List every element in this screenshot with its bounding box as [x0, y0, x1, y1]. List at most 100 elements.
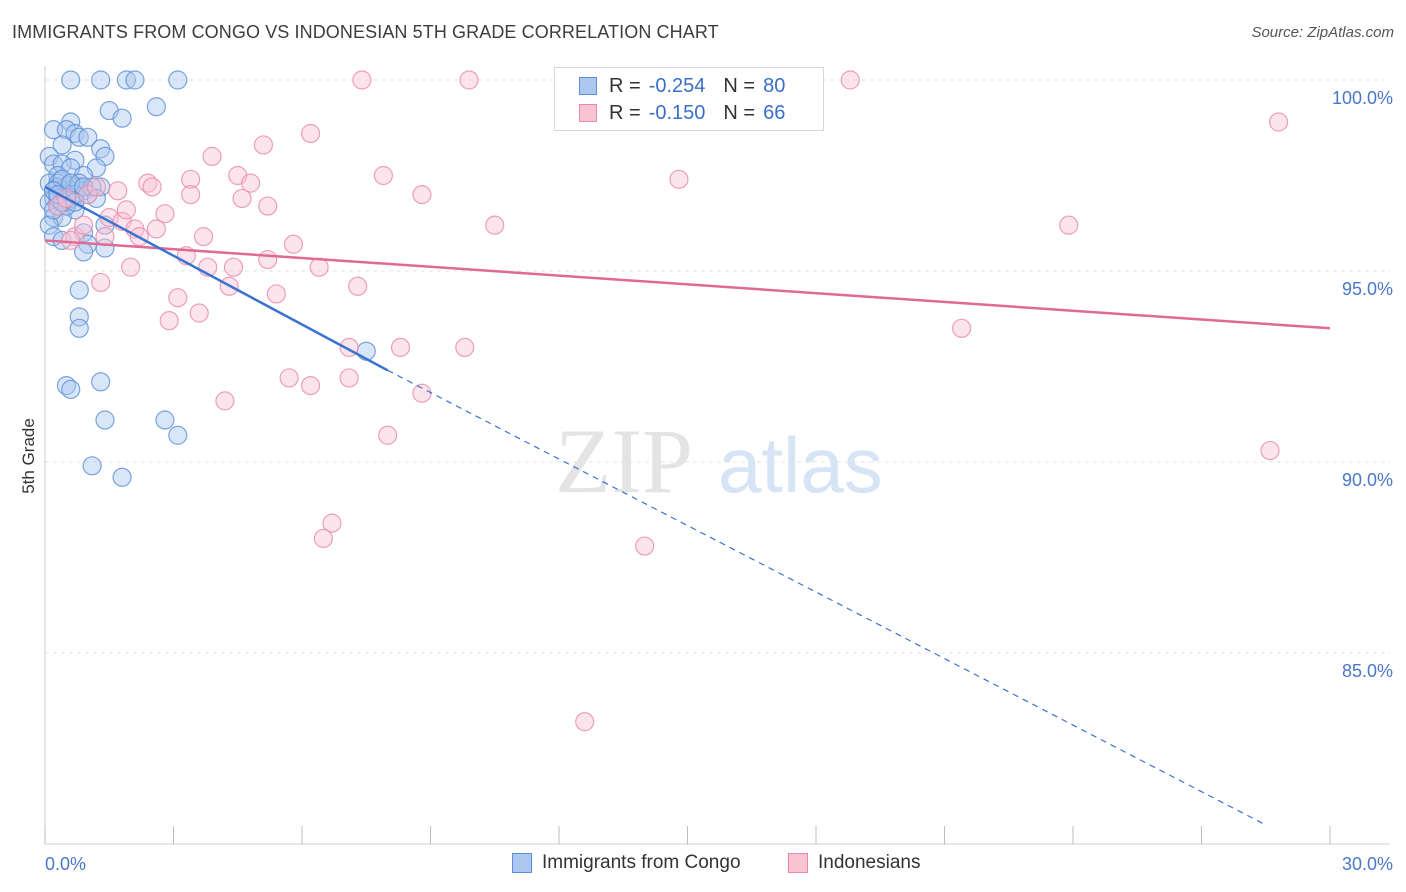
- y-tick-label: 90.0%: [1342, 470, 1393, 490]
- point-indonesians: [159, 311, 179, 331]
- point-indonesians: [215, 391, 235, 411]
- point-indonesians: [313, 528, 334, 549]
- point-indonesians: [283, 234, 304, 254]
- point-congo: [155, 410, 175, 430]
- point-indonesians: [279, 368, 299, 388]
- axes: [44, 66, 1390, 845]
- point-indonesians: [412, 383, 432, 403]
- series-congo-points: [39, 70, 376, 487]
- point-indonesians: [108, 181, 128, 201]
- correlation-legend: R = -0.254 N = 80 R = -0.150 N = 66: [554, 67, 824, 131]
- point-indonesians: [258, 196, 278, 216]
- point-congo: [82, 456, 102, 476]
- y-tick-label: 85.0%: [1342, 661, 1393, 681]
- point-indonesians: [840, 70, 860, 90]
- point-indonesians: [61, 230, 81, 251]
- bottom-legend-label-congo: Immigrants from Congo: [542, 852, 741, 873]
- legend-n-value: 80: [763, 74, 786, 97]
- legend-r-label: R =: [609, 101, 641, 124]
- legend-r-value: -0.150: [648, 101, 706, 124]
- legend-n-label: N =: [723, 101, 756, 124]
- trend-line-indonesians: [44, 239, 1331, 330]
- point-indonesians: [86, 177, 107, 197]
- trend-lines: [44, 185, 1331, 826]
- point-indonesians: [73, 215, 94, 235]
- point-congo: [146, 97, 166, 117]
- point-indonesians: [266, 284, 286, 304]
- point-indonesians: [232, 188, 252, 209]
- bottom-legend-indonesians: Indonesians: [788, 852, 920, 874]
- point-indonesians: [575, 712, 595, 732]
- point-indonesians: [485, 215, 505, 235]
- y-tick-label: 100.0%: [1332, 88, 1393, 108]
- legend-n-value: 66: [763, 101, 786, 124]
- point-indonesians: [181, 169, 201, 189]
- point-indonesians: [258, 249, 278, 270]
- point-indonesians: [155, 204, 175, 224]
- point-indonesians: [146, 219, 166, 239]
- point-indonesians: [193, 227, 214, 247]
- source-credit: Source: ZipAtlas.com: [1251, 24, 1394, 41]
- bottom-legend-swatch-congo: [512, 853, 532, 873]
- point-indonesians: [168, 288, 188, 308]
- point-congo: [112, 108, 132, 128]
- point-indonesians: [669, 169, 689, 189]
- point-indonesians: [635, 536, 655, 556]
- bottom-legend-label-indonesians: Indonesians: [818, 852, 921, 873]
- point-indonesians: [1268, 112, 1289, 132]
- y-tick-labels: 85.0% 90.0% 95.0% 100.0%: [1332, 88, 1393, 681]
- point-congo: [69, 318, 89, 338]
- point-indonesians: [223, 257, 244, 277]
- point-congo: [91, 372, 111, 392]
- point-congo: [69, 280, 89, 300]
- watermark: ZIP atlas: [555, 410, 883, 512]
- point-indonesians: [253, 135, 274, 155]
- point-indonesians: [241, 173, 261, 193]
- x-tick-label: 0.0%: [45, 854, 86, 874]
- point-indonesians: [1260, 440, 1280, 461]
- point-indonesians: [121, 257, 141, 277]
- watermark-atlas: atlas: [718, 421, 883, 509]
- point-congo: [78, 127, 98, 147]
- point-indonesians: [181, 185, 201, 205]
- watermark-zip: ZIP: [555, 410, 693, 512]
- point-indonesians: [322, 513, 342, 533]
- legend-row-indonesians: R = -0.150 N = 66: [579, 100, 789, 126]
- grid-lines: [45, 79, 1390, 654]
- point-congo: [61, 70, 81, 90]
- point-congo: [112, 467, 132, 487]
- y-axis-label: 5th Grade: [19, 418, 38, 494]
- x-tick-labels: 0.0% 30.0%: [45, 854, 1393, 874]
- point-congo: [95, 410, 115, 430]
- chart-title: IMMIGRANTS FROM CONGO VS INDONESIAN 5TH …: [12, 22, 719, 42]
- legend-swatch-congo: [579, 77, 597, 95]
- point-congo: [61, 173, 81, 193]
- point-indonesians: [116, 200, 136, 220]
- point-indonesians: [352, 70, 372, 90]
- legend-r-value: -0.254: [648, 74, 706, 97]
- point-indonesians: [189, 303, 209, 323]
- trend-line-congo: [44, 185, 389, 372]
- point-congo: [91, 70, 111, 90]
- point-indonesians: [348, 276, 368, 296]
- point-indonesians: [459, 70, 479, 90]
- point-indonesians: [390, 337, 411, 357]
- point-congo: [168, 70, 188, 90]
- point-indonesians: [455, 337, 475, 357]
- point-indonesians: [300, 376, 321, 396]
- legend-n-label: N =: [723, 74, 756, 97]
- legend-swatch-indonesians: [579, 104, 597, 122]
- point-indonesians: [202, 146, 222, 166]
- point-indonesians: [339, 368, 359, 388]
- point-congo: [125, 70, 145, 90]
- legend-r-label: R =: [609, 74, 641, 97]
- point-indonesians: [142, 177, 162, 197]
- point-congo: [61, 379, 81, 400]
- x-tick-label: 30.0%: [1342, 854, 1393, 874]
- point-indonesians: [300, 123, 321, 144]
- point-indonesians: [1059, 215, 1079, 235]
- bottom-legend-swatch-indonesians: [788, 853, 808, 873]
- point-congo: [168, 425, 188, 445]
- point-congo: [52, 135, 72, 155]
